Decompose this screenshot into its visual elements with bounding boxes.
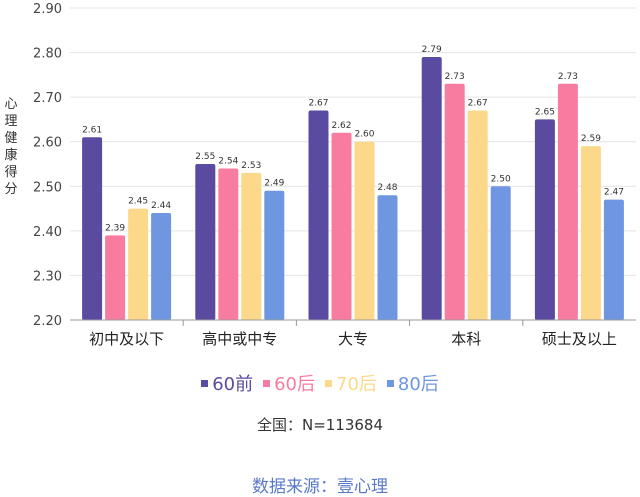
y-tick-label: 2.60: [33, 136, 62, 151]
x-tick-label: 大专: [338, 330, 368, 348]
bar-chart: 2.20 2.30 2.40 2.50 2.60 2.70 2.80 2.90 2.61 2.39…: [33, 2, 636, 348]
y-axis-title: 心理健康得分: [2, 96, 20, 198]
legend-swatch: [263, 379, 271, 387]
bar: [82, 137, 103, 320]
bar: [467, 110, 488, 320]
legend-label: 60前: [212, 374, 254, 395]
y-tick-label: 2.90: [33, 2, 62, 17]
bar: [377, 195, 398, 320]
data-label: 2.49: [264, 179, 284, 189]
y-axis-title-char: 康: [4, 148, 18, 163]
bar: [490, 186, 511, 320]
bar: [534, 119, 555, 320]
legend-swatch: [386, 379, 394, 387]
y-tick-label: 2.20: [33, 314, 62, 329]
legend-item: 80后: [386, 370, 439, 396]
data-label: 2.39: [105, 223, 125, 233]
x-tick-label: 初中及以下: [89, 330, 164, 348]
x-tick-label: 高中或中专: [202, 330, 277, 348]
legend-label: 60后: [274, 374, 315, 395]
y-axis-title-char: 健: [4, 131, 18, 146]
y-axis-title-char: 心: [4, 97, 18, 112]
data-source: 数据来源：壹心理: [252, 477, 388, 497]
legend-item: 70后: [325, 370, 377, 396]
legend-item: 60后: [263, 370, 315, 396]
y-axis-title-char: 得: [4, 165, 18, 180]
y-tick-label: 2.40: [33, 225, 62, 240]
data-label: 2.62: [331, 121, 351, 131]
legend-swatch: [325, 379, 332, 387]
bar: [331, 132, 352, 320]
data-label: 2.60: [354, 130, 374, 140]
bar: [264, 190, 285, 320]
legend-item: 60前: [201, 370, 253, 396]
data-label: 2.54: [218, 156, 238, 166]
data-label: 2.50: [491, 174, 511, 184]
bar: [421, 57, 442, 321]
bar: [195, 164, 216, 320]
legend-swatch: [201, 379, 209, 387]
legend: 60前 60后 70后 80后: [0, 370, 640, 396]
data-label: 2.55: [195, 152, 215, 162]
data-label: 2.48: [377, 183, 397, 193]
bar: [557, 83, 578, 321]
bar: [218, 168, 239, 320]
data-label: 2.65: [535, 107, 555, 117]
bar: [354, 141, 375, 320]
bar: [105, 235, 126, 320]
data-label: 2.67: [308, 99, 328, 109]
bar: [241, 172, 262, 320]
data-label: 2.53: [241, 161, 261, 171]
x-tick-label: 本科: [451, 330, 481, 348]
x-tick-label: 硕士及以上: [542, 330, 617, 348]
bar: [444, 83, 465, 321]
data-label: 2.59: [581, 134, 601, 144]
legend-label: 70后: [336, 374, 377, 395]
data-label: 2.61: [82, 125, 102, 135]
data-label: 2.45: [128, 197, 148, 207]
data-label: 2.73: [558, 72, 578, 82]
bar: [603, 199, 624, 320]
y-axis-title-char: 理: [4, 114, 18, 129]
legend-label: 80后: [397, 374, 439, 395]
bar: [308, 110, 329, 320]
data-label: 2.73: [445, 72, 465, 82]
bar: [580, 146, 601, 320]
bar: [151, 213, 172, 320]
y-tick-label: 2.80: [33, 47, 62, 62]
y-axis-title-char: 分: [4, 182, 18, 197]
data-label: 2.79: [422, 45, 442, 55]
data-label: 2.67: [468, 99, 488, 109]
data-label: 2.44: [151, 201, 171, 211]
y-tick-label: 2.70: [33, 91, 62, 106]
y-tick-label: 2.50: [33, 180, 62, 195]
sample-size-note: 全国：N=113684: [256, 416, 384, 434]
y-tick-label: 2.30: [33, 269, 62, 284]
bar: [128, 208, 149, 320]
data-label: 2.47: [604, 188, 624, 198]
